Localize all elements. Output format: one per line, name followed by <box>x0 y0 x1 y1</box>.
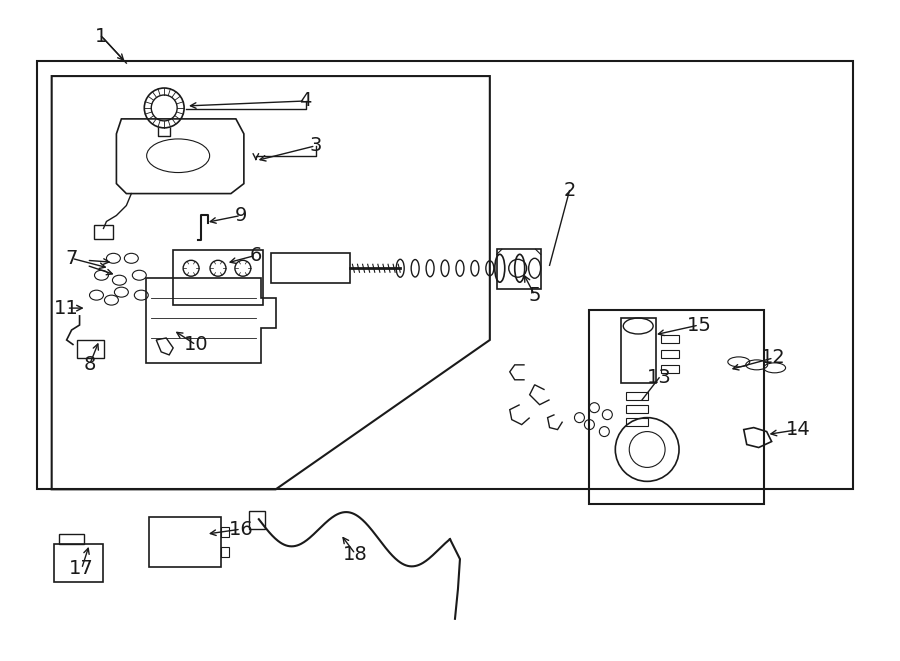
Text: 13: 13 <box>647 368 671 387</box>
Text: 11: 11 <box>54 299 79 317</box>
Text: 17: 17 <box>69 559 94 578</box>
Bar <box>621 318 656 383</box>
Text: 7: 7 <box>66 249 77 268</box>
Text: 15: 15 <box>687 315 711 334</box>
Bar <box>590 310 764 504</box>
Text: 16: 16 <box>229 520 253 539</box>
Bar <box>94 225 113 239</box>
Bar <box>497 249 541 289</box>
Bar <box>626 405 648 412</box>
Bar <box>173 251 263 305</box>
Bar <box>271 253 350 283</box>
Text: 1: 1 <box>95 26 108 46</box>
Bar <box>626 418 648 426</box>
Text: 4: 4 <box>300 91 311 110</box>
Bar <box>54 544 104 582</box>
Text: 14: 14 <box>787 420 811 439</box>
Text: 5: 5 <box>528 286 541 305</box>
Text: 12: 12 <box>761 348 786 368</box>
Bar <box>626 392 648 400</box>
Text: 10: 10 <box>184 335 209 354</box>
Text: 6: 6 <box>249 246 262 265</box>
Text: 3: 3 <box>310 136 322 155</box>
Text: 8: 8 <box>84 356 95 374</box>
Bar <box>662 365 679 373</box>
Bar <box>221 547 229 557</box>
Bar <box>662 335 679 343</box>
Bar <box>76 340 104 358</box>
Bar <box>248 511 265 529</box>
Bar <box>221 527 229 537</box>
Bar <box>58 534 84 544</box>
Text: 9: 9 <box>235 206 248 225</box>
Text: 18: 18 <box>343 545 368 564</box>
Text: 2: 2 <box>563 181 576 200</box>
Bar <box>662 350 679 358</box>
Bar <box>149 517 221 567</box>
